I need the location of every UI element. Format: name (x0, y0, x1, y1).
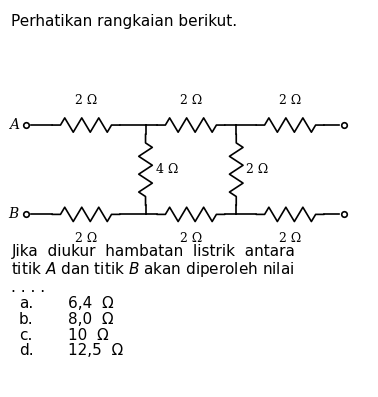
Text: a.: a. (19, 296, 33, 311)
Text: 2 Ω: 2 Ω (279, 94, 301, 107)
Text: 4 Ω: 4 Ω (156, 163, 178, 176)
Text: 2 Ω: 2 Ω (75, 94, 97, 107)
Text: d.: d. (19, 343, 34, 358)
Text: 12,5  Ω: 12,5 Ω (68, 343, 123, 358)
Text: titik $A$ dan titik $B$ akan diperoleh nilai: titik $A$ dan titik $B$ akan diperoleh n… (11, 260, 295, 279)
Text: 10  Ω: 10 Ω (68, 328, 109, 343)
Text: A: A (9, 118, 19, 132)
Text: 6,4  Ω: 6,4 Ω (68, 296, 114, 311)
Text: 8,0  Ω: 8,0 Ω (68, 312, 114, 327)
Text: 2 Ω: 2 Ω (180, 94, 202, 107)
Text: 2 Ω: 2 Ω (279, 232, 301, 245)
Text: b.: b. (19, 312, 34, 327)
Text: Jika  diukur  hambatan  listrik  antara: Jika diukur hambatan listrik antara (11, 244, 295, 259)
Text: 2 Ω: 2 Ω (246, 163, 269, 176)
Text: 2 Ω: 2 Ω (180, 232, 202, 245)
Text: . . . .: . . . . (11, 280, 45, 295)
Text: Perhatikan rangkaian berikut.: Perhatikan rangkaian berikut. (11, 14, 237, 29)
Text: B: B (9, 207, 19, 222)
Text: 2 Ω: 2 Ω (75, 232, 97, 245)
Text: c.: c. (19, 328, 32, 343)
